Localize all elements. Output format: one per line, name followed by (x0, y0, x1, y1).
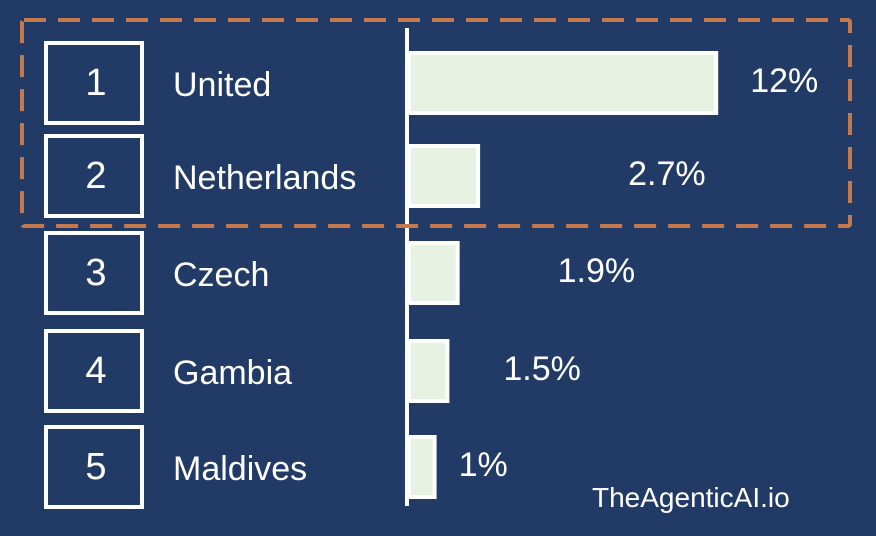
watermark-text: TheAgenticAI.io (592, 482, 790, 513)
rank-box (44, 41, 144, 125)
rank-number: 4 (85, 350, 106, 392)
value-label: 1% (459, 446, 508, 484)
rank-number: 3 (85, 252, 106, 294)
rank-number: 5 (85, 446, 106, 488)
rank-box (44, 329, 144, 413)
value-label: 1.5% (503, 350, 581, 388)
bar (407, 241, 460, 305)
rank-number: 1 (85, 62, 106, 104)
chart-row: 1 United 12% (44, 41, 818, 125)
bar (407, 144, 481, 208)
chart-rows: 1 United 12% 2 Netherlands 2.7% 3 Czech 1.9% 4 Gam… (44, 41, 818, 509)
chart-row: 5 Maldives 1% (44, 425, 508, 509)
rank-number: 2 (85, 155, 106, 197)
rank-box (44, 231, 144, 315)
category-label: Maldives (173, 450, 307, 488)
category-label: United (173, 66, 271, 104)
category-label: Czech (173, 256, 269, 294)
value-label: 12% (750, 62, 818, 100)
bar (407, 51, 719, 115)
rank-box (44, 134, 144, 218)
category-label: Netherlands (173, 159, 356, 197)
bar (407, 435, 437, 499)
chart-row: 4 Gambia 1.5% (44, 329, 581, 413)
chart-row: 3 Czech 1.9% (44, 231, 636, 315)
top-two-highlight-box (20, 18, 852, 228)
chart-row: 2 Netherlands 2.7% (44, 134, 706, 218)
category-label: Gambia (173, 354, 292, 392)
value-label: 2.7% (628, 155, 706, 193)
rank-box (44, 425, 144, 509)
bar (407, 339, 450, 403)
value-label: 1.9% (558, 252, 636, 290)
